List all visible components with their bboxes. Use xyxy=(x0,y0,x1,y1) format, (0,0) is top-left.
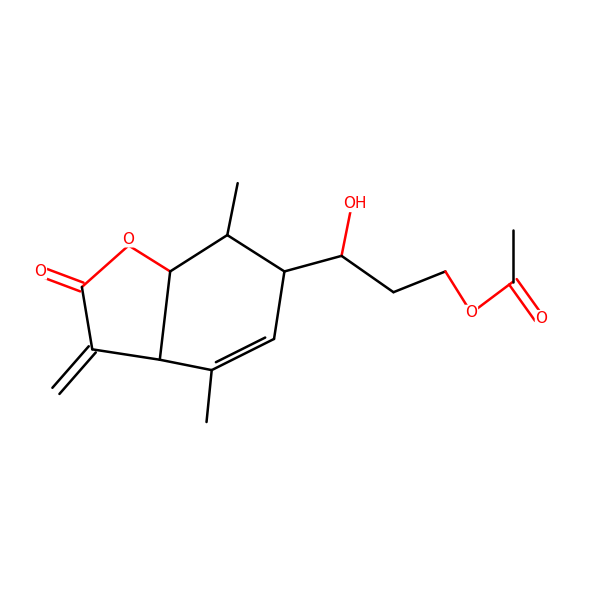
Text: O: O xyxy=(34,264,46,279)
Text: OH: OH xyxy=(343,196,366,211)
Text: O: O xyxy=(535,311,547,326)
Text: O: O xyxy=(122,232,134,247)
Text: O: O xyxy=(466,305,478,320)
